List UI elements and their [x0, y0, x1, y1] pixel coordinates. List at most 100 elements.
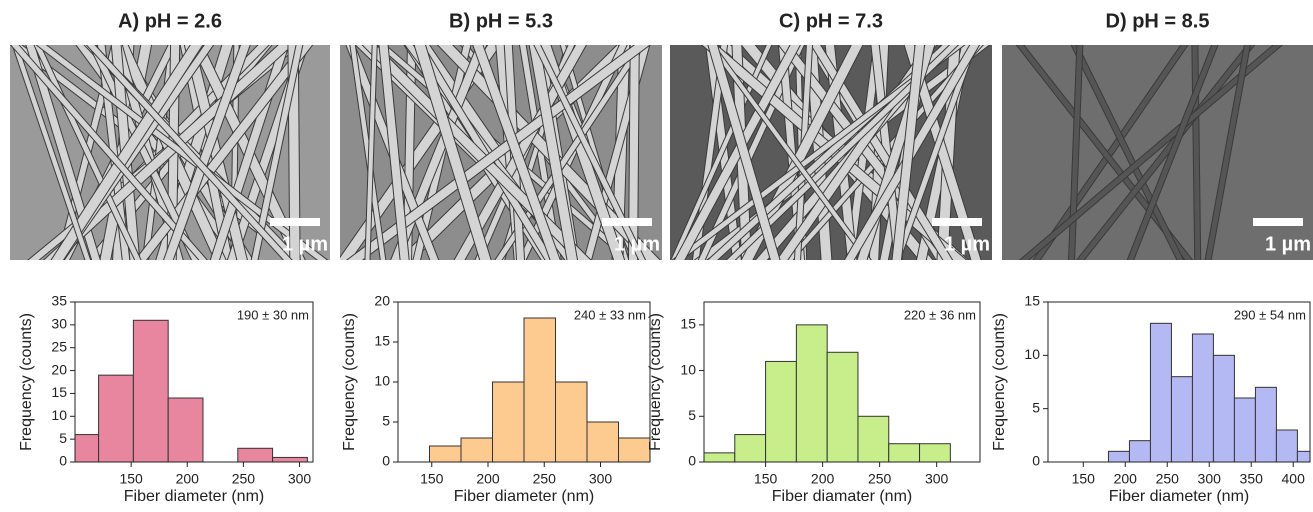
fiber: [1205, 45, 1250, 260]
x-tick-label: 200: [1114, 471, 1138, 487]
scale-bar-label: 1 µm: [614, 233, 660, 255]
x-axis-label: Fiber diamater (nm): [772, 488, 912, 505]
bar: [1212, 354, 1235, 462]
y-axis-label: Frequency (counts): [18, 313, 35, 451]
bars: [704, 324, 951, 462]
scale-bar-label: 1 µm: [1265, 233, 1311, 255]
fiber: [473, 45, 560, 260]
fiber: [708, 45, 780, 260]
fiber: [87, 45, 292, 260]
y-tick-label: 10: [680, 361, 696, 377]
annotation: 190 ± 30 nm: [237, 307, 309, 322]
y-tick-label: 5: [59, 430, 67, 446]
x-tick-label: 150: [119, 471, 143, 487]
y-tick-label: 0: [59, 453, 67, 469]
x-tick-label: 300: [589, 471, 613, 487]
scale-bar: [602, 218, 652, 226]
sem-image: [10, 45, 330, 260]
y-tick-label: 15: [51, 384, 67, 400]
fiber: [534, 45, 645, 260]
x-tick-label: 150: [1072, 471, 1096, 487]
bar: [888, 443, 921, 462]
y-tick-label: 15: [680, 316, 696, 332]
y-tick-label: 0: [688, 453, 696, 469]
scale-bar-label: 1 µm: [944, 233, 990, 255]
fiber: [1192, 45, 1201, 260]
bars: [1107, 322, 1310, 462]
bar: [555, 381, 588, 462]
bar: [75, 434, 100, 462]
bar: [1149, 322, 1172, 462]
bar: [1296, 450, 1310, 462]
x-tick-label: 350: [1240, 471, 1264, 487]
y-tick-label: 0: [382, 453, 390, 469]
bar: [1170, 376, 1193, 462]
sem-image: [670, 45, 992, 260]
fiber: [892, 45, 925, 260]
x-tick-label: 200: [811, 471, 835, 487]
fiber: [1127, 45, 1218, 260]
plot-frame: [1047, 301, 1311, 463]
bar: [167, 397, 204, 462]
bar: [734, 434, 767, 462]
bar: [98, 374, 134, 462]
bar: [618, 437, 650, 462]
bar: [1233, 397, 1256, 462]
bar: [586, 421, 619, 462]
x-tick-label: 250: [232, 471, 256, 487]
fiber: [164, 45, 250, 260]
x-tick-label: 300: [288, 471, 312, 487]
fiber: [1071, 45, 1184, 260]
y-axis-label: Frequency (counts): [991, 313, 1008, 451]
y-tick-label: 30: [51, 316, 67, 332]
bars: [429, 317, 650, 462]
plot-frame: [703, 301, 981, 463]
y-tick-label: 15: [1024, 293, 1040, 309]
annotation: 220 ± 36 nm: [904, 307, 976, 322]
x-tick-label: 250: [1156, 471, 1180, 487]
y-tick-label: 20: [374, 293, 390, 309]
y-tick-label: 5: [1032, 399, 1040, 415]
y-axis-label: Frequency (counts): [647, 313, 664, 451]
y-tick-label: 5: [382, 413, 390, 429]
annotation: 290 ± 54 nm: [1234, 307, 1306, 322]
bar: [460, 437, 493, 462]
bar: [826, 351, 859, 462]
panel-title: C) pH = 7.3: [779, 10, 883, 32]
fiber: [34, 45, 141, 260]
bar: [795, 324, 828, 462]
bar: [492, 381, 525, 462]
bar: [1191, 333, 1214, 462]
bar: [272, 456, 308, 462]
y-tick-label: 0: [1032, 453, 1040, 469]
y-tick-label: 10: [1024, 346, 1040, 362]
y-tick-label: 20: [51, 361, 67, 377]
panel-title: A) pH = 2.6: [118, 10, 222, 32]
y-tick-label: 25: [51, 338, 67, 354]
y-tick-label: 10: [374, 373, 390, 389]
x-tick-label: 150: [754, 471, 778, 487]
bar: [919, 443, 951, 462]
fiber: [708, 45, 871, 260]
fiber: [1077, 45, 1255, 260]
scale-bar-label: 1 µm: [282, 233, 328, 255]
x-axis-label: Fiber diameter (nm): [454, 488, 594, 505]
y-axis-label: Frequency (counts): [341, 313, 358, 451]
plot-frame: [74, 301, 314, 463]
bar: [857, 415, 890, 462]
y-tick-label: 5: [688, 407, 696, 423]
fiber: [37, 45, 327, 260]
panel-title: D) pH = 8.5: [1106, 10, 1210, 32]
bar: [765, 360, 797, 462]
x-axis-label: Fiber diameter (nm): [1109, 488, 1249, 505]
scale-bar: [932, 218, 982, 226]
fiber: [894, 45, 976, 260]
fiber: [135, 45, 313, 260]
fibers: [10, 45, 329, 260]
fiber: [210, 45, 289, 260]
x-tick-label: 300: [925, 471, 949, 487]
panel-title: B) pH = 5.3: [449, 10, 553, 32]
fiber: [1069, 45, 1083, 260]
x-tick-label: 250: [533, 471, 557, 487]
